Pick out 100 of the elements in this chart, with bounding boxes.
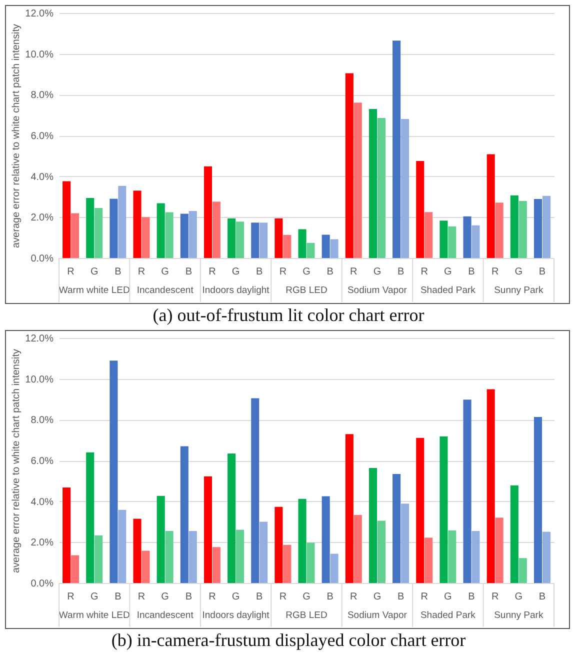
bar bbox=[110, 198, 118, 258]
y-tick-label: 12.0% bbox=[25, 334, 54, 344]
bar bbox=[463, 216, 472, 258]
x-tick-label: G bbox=[161, 592, 170, 602]
text: Shaded Park bbox=[420, 610, 476, 621]
x-tick-label: B bbox=[538, 592, 546, 602]
x-tick-label: G bbox=[90, 266, 98, 278]
x-tick-label: G bbox=[161, 266, 170, 278]
x-tick-label: G bbox=[514, 592, 523, 602]
text: Sunny Park bbox=[494, 285, 544, 296]
bar bbox=[86, 198, 94, 258]
bar bbox=[165, 212, 174, 258]
x-tick-label: G bbox=[302, 266, 311, 278]
y-tick-label: 0.0% bbox=[30, 254, 54, 264]
x-tick-label: G bbox=[232, 266, 240, 278]
bar bbox=[354, 102, 362, 258]
bar bbox=[165, 530, 174, 583]
x-tick-label: G bbox=[373, 592, 382, 602]
text: Incandescent bbox=[136, 610, 194, 621]
bar bbox=[330, 554, 338, 583]
bar bbox=[298, 229, 306, 258]
bar bbox=[110, 360, 118, 583]
bar bbox=[542, 196, 550, 258]
x-tick-label: B bbox=[397, 592, 404, 602]
bar bbox=[495, 518, 504, 583]
y-tick-label: 6.0% bbox=[30, 456, 54, 467]
x-tick-label: B bbox=[326, 592, 334, 602]
bar bbox=[298, 498, 306, 583]
bar bbox=[142, 217, 150, 258]
bar bbox=[368, 468, 378, 583]
x-tick-label: R bbox=[67, 266, 74, 278]
bar bbox=[283, 234, 292, 258]
bar bbox=[94, 535, 103, 583]
bar bbox=[212, 202, 220, 258]
x-tick-label: B bbox=[468, 592, 476, 602]
x-tick-label: R bbox=[279, 592, 287, 602]
bar bbox=[534, 198, 542, 258]
x-tick-label: B bbox=[114, 592, 122, 602]
bar bbox=[518, 558, 527, 583]
x-tick-label: R bbox=[208, 266, 216, 278]
bar bbox=[534, 417, 542, 583]
x-tick-label: G bbox=[373, 266, 382, 278]
y-tick-label: 8.0% bbox=[30, 415, 54, 426]
y-tick-label: 4.0% bbox=[30, 496, 54, 508]
text: Sodium Vapor bbox=[347, 610, 407, 621]
x-tick-label: G bbox=[90, 592, 98, 602]
bar bbox=[251, 398, 260, 583]
x-tick-label: B bbox=[185, 592, 192, 602]
bar bbox=[260, 222, 268, 258]
bar bbox=[70, 555, 80, 583]
bar bbox=[133, 190, 142, 258]
x-tick-label: R bbox=[420, 592, 428, 602]
bar bbox=[228, 454, 236, 583]
x-tick-label: B bbox=[256, 266, 264, 278]
bar bbox=[424, 538, 433, 583]
bar bbox=[94, 208, 103, 258]
x-tick-label: G bbox=[514, 266, 523, 278]
x-tick-label: B bbox=[185, 266, 192, 278]
x-tick-label: B bbox=[397, 266, 404, 278]
bar bbox=[180, 214, 188, 258]
bar bbox=[180, 446, 188, 583]
text: RGB LED bbox=[286, 285, 328, 296]
text: Sodium Vapor bbox=[347, 285, 407, 296]
bar bbox=[510, 485, 518, 583]
bar bbox=[448, 226, 456, 258]
bar bbox=[86, 452, 94, 583]
x-tick-label: R bbox=[350, 592, 358, 602]
bar bbox=[472, 225, 480, 258]
x-tick-label: R bbox=[350, 266, 358, 278]
y-tick-label: 0.0% bbox=[30, 578, 54, 590]
bar bbox=[70, 213, 80, 258]
y-tick-label: 10.0% bbox=[25, 49, 54, 60]
bar bbox=[440, 220, 448, 258]
bar bbox=[416, 161, 424, 258]
text: Sunny Park bbox=[494, 610, 544, 621]
text: RGB LED bbox=[286, 610, 328, 621]
x-tick-label: G bbox=[444, 266, 452, 278]
bar bbox=[62, 181, 71, 258]
bar bbox=[400, 118, 410, 258]
y-tick-label: 12.0% bbox=[25, 8, 54, 20]
bar bbox=[260, 522, 268, 583]
x-tick-label: G bbox=[444, 592, 452, 602]
bar bbox=[236, 222, 244, 258]
x-tick-label: B bbox=[256, 592, 264, 602]
bar bbox=[392, 474, 401, 583]
bar bbox=[495, 202, 504, 258]
bar bbox=[283, 544, 292, 583]
bar bbox=[322, 496, 330, 583]
x-tick-label: B bbox=[468, 266, 476, 278]
bar bbox=[472, 530, 480, 583]
bar bbox=[133, 518, 142, 583]
bar bbox=[368, 108, 378, 258]
bar bbox=[188, 530, 197, 583]
bar bbox=[204, 166, 212, 258]
x-tick-label: R bbox=[67, 592, 74, 602]
bar bbox=[345, 73, 354, 258]
bar bbox=[345, 434, 354, 583]
bar bbox=[542, 532, 550, 583]
bar bbox=[330, 239, 338, 258]
text: Indoors daylight bbox=[202, 285, 270, 296]
